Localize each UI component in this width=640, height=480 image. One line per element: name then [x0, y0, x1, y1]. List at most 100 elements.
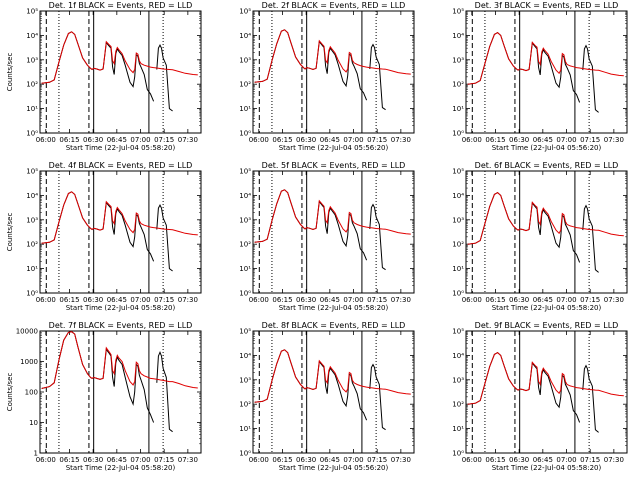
- y-tick-label: 10⁵: [26, 8, 38, 16]
- x-tick-label: 06:30: [296, 136, 316, 144]
- x-tick-label: 07:15: [154, 456, 174, 464]
- series-lld-line: [254, 29, 411, 83]
- x-tick-label: 07:30: [178, 136, 198, 144]
- x-tick-label: 06:30: [83, 296, 103, 304]
- y-tick-label: 10⁴: [452, 192, 464, 200]
- x-tick-label: 07:00: [343, 456, 363, 464]
- x-tick-label: 06:00: [249, 456, 269, 464]
- detector-panel-7: Det. 7f BLACK = Events, RED = LLD 1 10 100 1…: [0, 320, 213, 480]
- panel-svg: Det. 1f BLACK = Events, RED = LLD 10⁰ 10¹ 1…: [6, 1, 202, 152]
- series-lld-line: [41, 31, 198, 84]
- x-axis-label: Start Time (22-Jul-04 05:56:20): [279, 464, 389, 472]
- y-tick-label: 10¹: [452, 265, 464, 273]
- x-tick-label: 06:15: [485, 296, 505, 304]
- panel-svg: Det. 9f BLACK = Events, RED = LLD 10⁰ 10¹ 1…: [452, 321, 628, 472]
- x-tick-label: 06:30: [509, 456, 529, 464]
- plot-frame: [39, 330, 202, 454]
- x-tick-label: 06:00: [36, 136, 56, 144]
- x-tick-label: 06:00: [36, 456, 56, 464]
- y-tick-label: 10⁰: [26, 130, 38, 138]
- plot-frame: [465, 330, 628, 454]
- detector-panel-1: Det. 1f BLACK = Events, RED = LLD 10⁰ 10¹ 1…: [0, 0, 213, 160]
- x-tick-label: 06:30: [296, 296, 316, 304]
- x-tick-label: 06:00: [462, 456, 482, 464]
- y-tick-label: 10²: [239, 241, 251, 249]
- x-tick-label: 07:15: [580, 136, 600, 144]
- plot-frame: [252, 10, 415, 134]
- y-tick-label: 10³: [452, 376, 464, 384]
- panel-svg: Det. 8f BLACK = Events, RED = LLD 10⁰ 10¹ 1…: [239, 321, 415, 472]
- x-tick-label: 06:00: [462, 136, 482, 144]
- x-tick-label: 06:45: [320, 136, 340, 144]
- panel-title: Det. 5f BLACK = Events, RED = LLD: [262, 161, 406, 170]
- y-tick-label: 10: [29, 419, 38, 427]
- series-events-line: [467, 351, 599, 433]
- x-tick-label: 06:30: [509, 136, 529, 144]
- x-tick-label: 06:15: [59, 456, 79, 464]
- x-axis-label: Start Time (22-Jul-04 05:58:20): [492, 304, 602, 312]
- series-lld-line: [41, 191, 198, 244]
- x-axis-label: Start Time (22-Jul-04 05:58:20): [66, 464, 176, 472]
- detector-panel-2: Det. 2f BLACK = Events, RED = LLD 10⁰ 10¹ 1…: [213, 0, 426, 160]
- y-tick-label: 10⁵: [239, 328, 251, 336]
- x-tick-label: 06:30: [83, 456, 103, 464]
- panel-title: Det. 9f BLACK = Events, RED = LLD: [475, 321, 619, 330]
- x-axis-label: Start Time (22-Jul-04 05:58:20): [66, 144, 176, 152]
- y-tick-label: 10⁵: [452, 328, 464, 336]
- x-tick-label: 07:30: [391, 456, 411, 464]
- x-tick-label: 06:00: [249, 296, 269, 304]
- x-tick-label: 06:45: [107, 296, 127, 304]
- y-tick-label: 10¹: [452, 105, 464, 113]
- x-tick-label: 06:45: [107, 456, 127, 464]
- y-tick-label: 10⁰: [452, 130, 464, 138]
- x-tick-label: 07:00: [556, 296, 576, 304]
- y-tick-label: 10²: [26, 241, 38, 249]
- series-lld-line: [467, 191, 624, 245]
- panel-svg: Det. 7f BLACK = Events, RED = LLD 1 10 100 1…: [6, 321, 202, 472]
- x-tick-label: 06:00: [36, 296, 56, 304]
- panel-title: Det. 8f BLACK = Events, RED = LLD: [262, 321, 406, 330]
- y-tick-label: 10⁰: [239, 450, 251, 458]
- x-axis-label: Start Time (22-Jul-04 05:58:20): [279, 304, 389, 312]
- panel-svg: Det. 4f BLACK = Events, RED = LLD 10⁰ 10¹ 1…: [6, 161, 202, 312]
- x-tick-label: 07:30: [604, 136, 624, 144]
- x-tick-label: 06:15: [485, 136, 505, 144]
- x-tick-label: 07:15: [580, 296, 600, 304]
- plot-frame: [252, 330, 415, 454]
- x-tick-label: 07:30: [178, 296, 198, 304]
- y-tick-label: 10³: [239, 216, 251, 224]
- x-tick-label: 07:15: [154, 296, 174, 304]
- x-tick-label: 06:30: [83, 136, 103, 144]
- x-tick-label: 06:15: [272, 296, 292, 304]
- panel-svg: Det. 6f BLACK = Events, RED = LLD 10⁰ 10¹ 1…: [452, 161, 628, 312]
- panel-svg: Det. 2f BLACK = Events, RED = LLD 10⁰ 10¹ 1…: [239, 1, 415, 152]
- panel-svg: Det. 5f BLACK = Events, RED = LLD 10⁰ 10¹ 1…: [239, 161, 415, 312]
- y-tick-label: 10⁴: [239, 192, 251, 200]
- panel-title: Det. 6f BLACK = Events, RED = LLD: [475, 161, 619, 170]
- series-events-line: [41, 331, 173, 433]
- x-tick-label: 07:00: [130, 456, 150, 464]
- y-tick-label: 10³: [26, 56, 38, 64]
- x-tick-label: 06:45: [533, 136, 553, 144]
- y-axis-label: Counts/sec: [6, 53, 14, 92]
- y-tick-label: 10²: [239, 81, 251, 89]
- panel-title: Det. 2f BLACK = Events, RED = LLD: [262, 1, 406, 10]
- x-axis-label: Start Time (22-Jul-04 05:58:20): [492, 464, 602, 472]
- y-axis-label: Counts/sec: [6, 213, 14, 252]
- series-lld-line: [467, 31, 624, 85]
- series-lld-line: [254, 349, 411, 403]
- y-tick-label: 10³: [452, 56, 464, 64]
- y-tick-label: 10000: [16, 328, 38, 336]
- y-tick-label: 10⁵: [239, 8, 251, 16]
- x-tick-label: 06:15: [272, 456, 292, 464]
- x-tick-label: 06:15: [272, 136, 292, 144]
- x-tick-label: 06:45: [320, 296, 340, 304]
- x-axis-label: Start Time (22-Jul-04 05:56:20): [279, 144, 389, 152]
- panel-svg: Det. 3f BLACK = Events, RED = LLD 10⁰ 10¹ 1…: [452, 1, 628, 152]
- panel-title: Det. 1f BLACK = Events, RED = LLD: [49, 1, 193, 10]
- x-tick-label: 06:15: [59, 296, 79, 304]
- y-tick-label: 10⁴: [452, 352, 464, 360]
- detector-panel-8: Det. 8f BLACK = Events, RED = LLD 10⁰ 10¹ 1…: [213, 320, 426, 480]
- y-tick-label: 10⁴: [239, 32, 251, 40]
